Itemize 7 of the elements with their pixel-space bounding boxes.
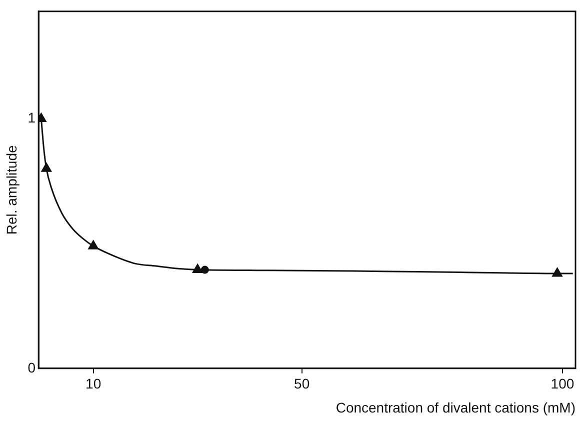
- x-tick-label: 50: [294, 376, 310, 392]
- x-tick-label: 100: [550, 376, 574, 392]
- y-tick-label: 0: [28, 359, 36, 376]
- y-tick-label: 1: [28, 110, 36, 126]
- x-axis-title: Concentration of divalent cations (mM): [336, 399, 576, 416]
- y-axis-title: Rel. amplitude: [3, 144, 20, 235]
- x-tick-label: 10: [86, 376, 102, 392]
